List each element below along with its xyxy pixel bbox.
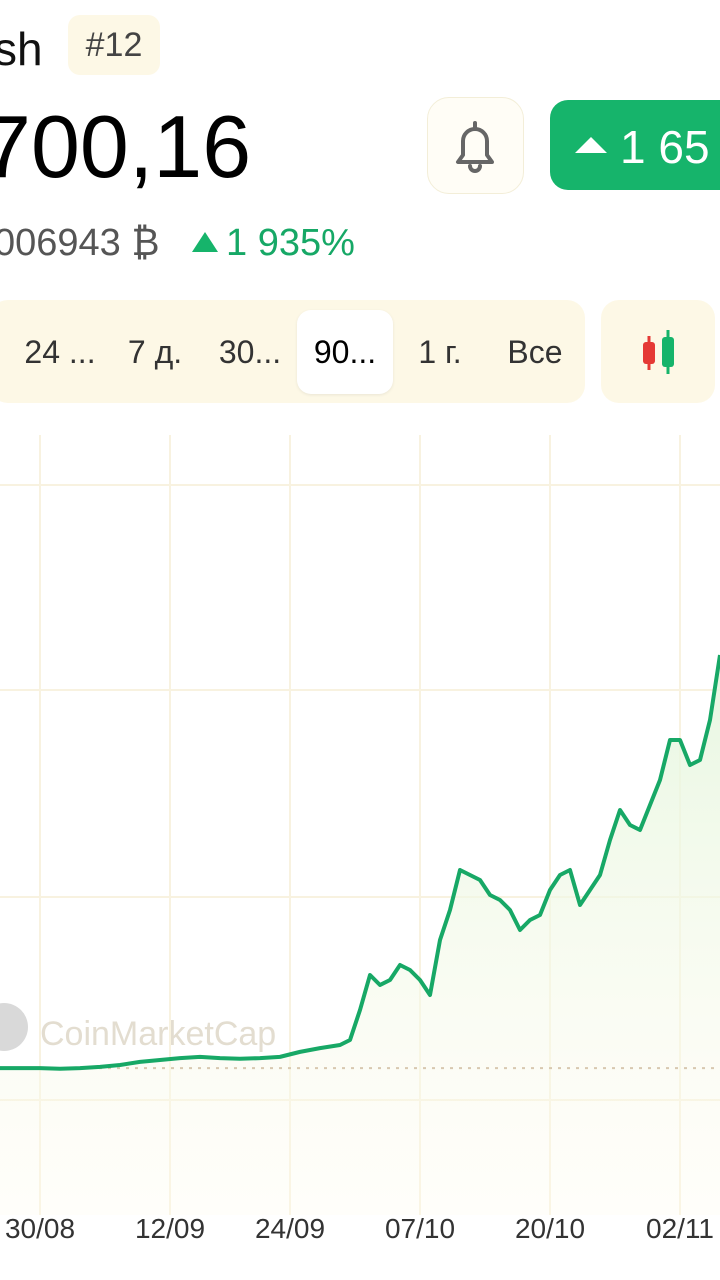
price-line xyxy=(0,654,720,1071)
btc-price: 006943 ₿ xyxy=(0,222,160,264)
bell-icon xyxy=(456,121,494,173)
range-tab[interactable]: 1 г. xyxy=(418,334,462,370)
candle-icon xyxy=(643,330,674,374)
up-icon xyxy=(192,232,218,252)
x-tick-label: 02/11 xyxy=(646,1213,714,1244)
x-tick-label: 20/10 xyxy=(515,1213,585,1244)
rank-badge: #12 xyxy=(68,15,160,75)
watermark: CoinMarketCap xyxy=(40,1015,276,1053)
area-fill xyxy=(0,655,720,1215)
x-tick-label: 30/08 xyxy=(5,1213,75,1244)
range-tabs xyxy=(0,300,585,403)
range-tab[interactable]: Все xyxy=(507,334,563,370)
alert-button[interactable] xyxy=(427,97,524,194)
coin-name: sh xyxy=(0,23,43,75)
watermark-logo xyxy=(0,1003,28,1051)
change-button[interactable]: 1 65 xyxy=(550,100,720,190)
range-tab[interactable]: 30... xyxy=(218,334,282,370)
x-tick-label: 24/09 xyxy=(255,1213,325,1244)
x-tick-label: 07/10 xyxy=(385,1213,455,1244)
range-tab[interactable]: 24 ... xyxy=(24,334,96,370)
up-icon xyxy=(575,137,607,153)
change-value: 1 65 xyxy=(620,121,710,173)
btc-change: 1 935% xyxy=(226,222,355,264)
range-tab[interactable]: 90... xyxy=(297,310,393,394)
candle-button[interactable] xyxy=(601,300,715,403)
price: 700,16 xyxy=(0,97,252,196)
x-tick-label: 12/09 xyxy=(135,1213,205,1244)
range-tab[interactable]: 7 д. xyxy=(127,334,183,370)
